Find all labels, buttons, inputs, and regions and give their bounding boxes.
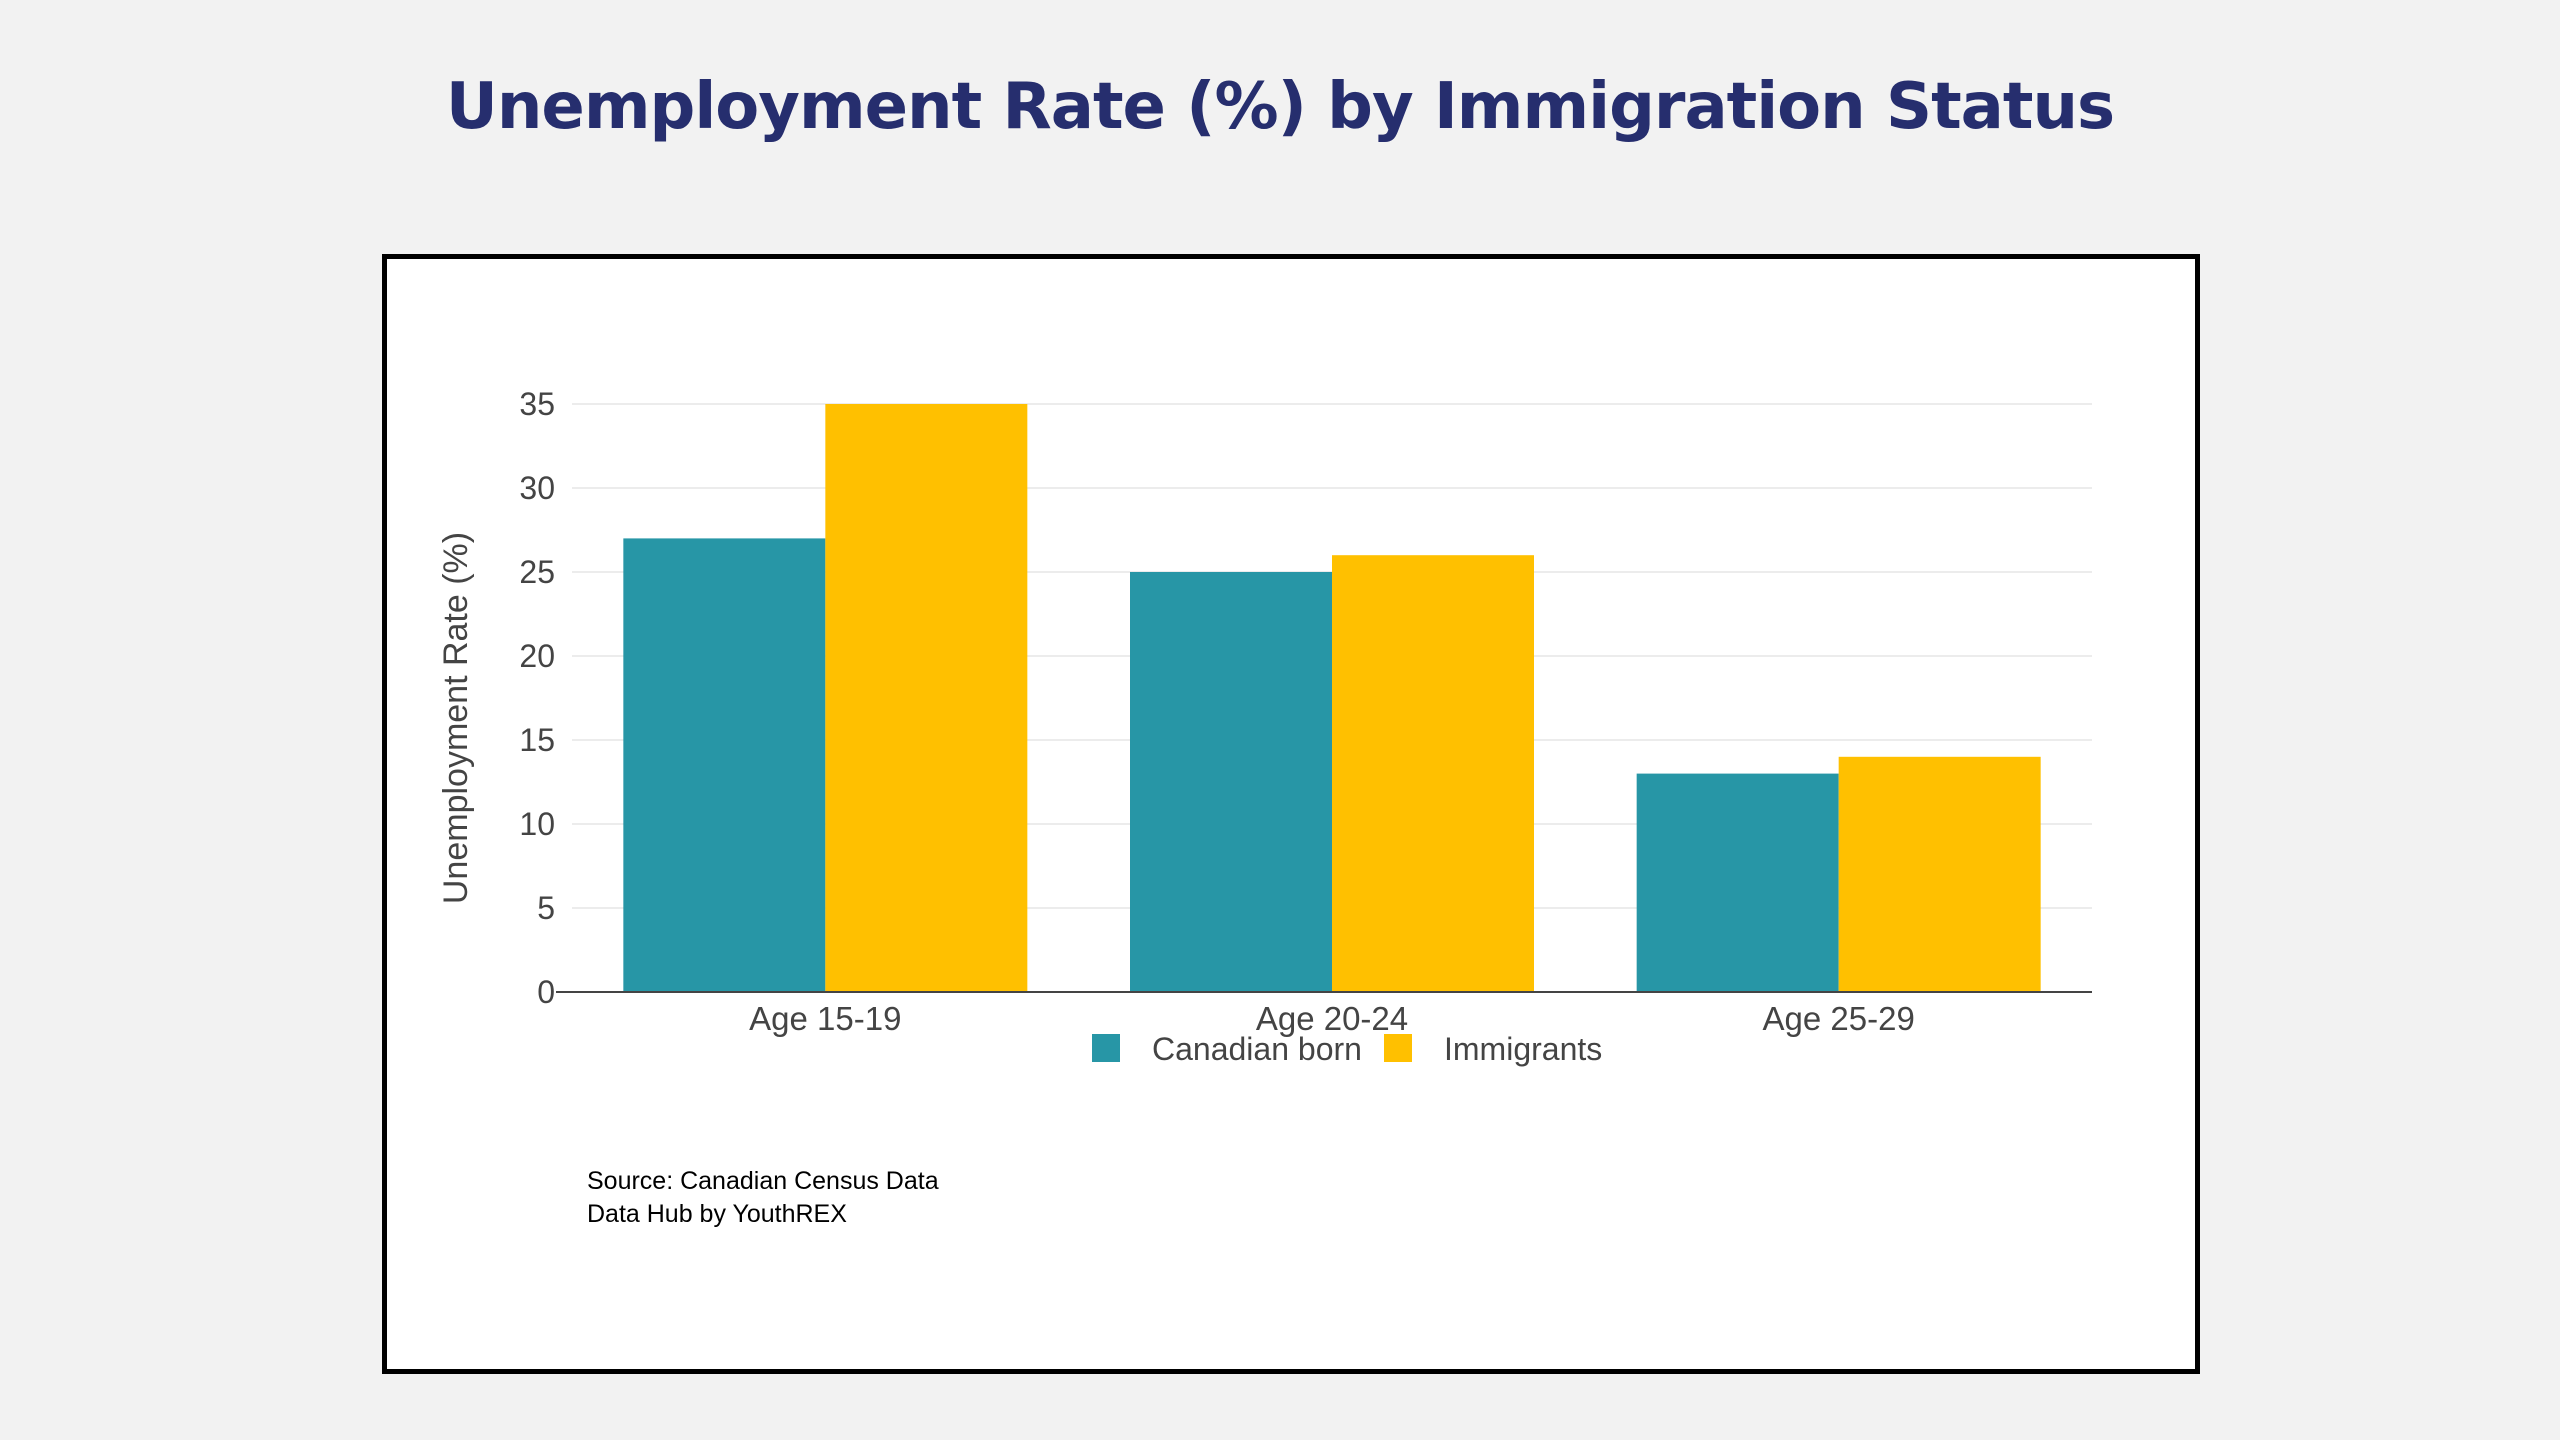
legend-label: Canadian born xyxy=(1152,1031,1362,1067)
bar-immigrants xyxy=(1332,555,1534,992)
bar-chart: 0 5 10 15 20 25 30 35 Age 15-19 Age 20-24 Age 25-2… xyxy=(437,386,2092,1067)
y-tick-label: 15 xyxy=(519,722,555,758)
bar-canadian-born xyxy=(1636,773,1839,992)
y-tick-label: 0 xyxy=(537,974,555,1010)
x-tick-label: Age 15-19 xyxy=(749,1000,901,1037)
y-axis-title: Unemployment Rate (%) xyxy=(437,532,475,904)
y-tick-label: 35 xyxy=(519,386,555,422)
bar-immigrants xyxy=(825,404,1028,992)
y-tick-label: 25 xyxy=(519,554,555,590)
bar-canadian-born xyxy=(623,538,826,992)
x-tick-label: Age 20-24 xyxy=(1256,1000,1408,1037)
page-title: Unemployment Rate (%) by Immigration Sta… xyxy=(445,70,2115,144)
y-tick-label: 20 xyxy=(519,638,555,674)
bar-canadian-born xyxy=(1130,572,1332,992)
legend-swatch xyxy=(1092,1034,1120,1062)
y-tick-label: 10 xyxy=(519,806,555,842)
source-line: Source: Canadian Census Data xyxy=(587,1167,939,1195)
source-note: Source: Canadian Census Data Data Hub by… xyxy=(587,1165,939,1231)
chart-frame: 0 5 10 15 20 25 30 35 Age 15-19 Age 20-24 Age 25-2… xyxy=(382,254,2200,1374)
credit-line: Data Hub by YouthREX xyxy=(587,1200,847,1228)
x-tick-label: Age 25-29 xyxy=(1763,1000,1915,1037)
legend-swatch xyxy=(1384,1034,1412,1062)
bar-immigrants xyxy=(1838,756,2041,992)
y-tick-label: 5 xyxy=(537,890,555,926)
legend-label: Immigrants xyxy=(1444,1031,1602,1067)
y-tick-label: 30 xyxy=(519,470,555,506)
